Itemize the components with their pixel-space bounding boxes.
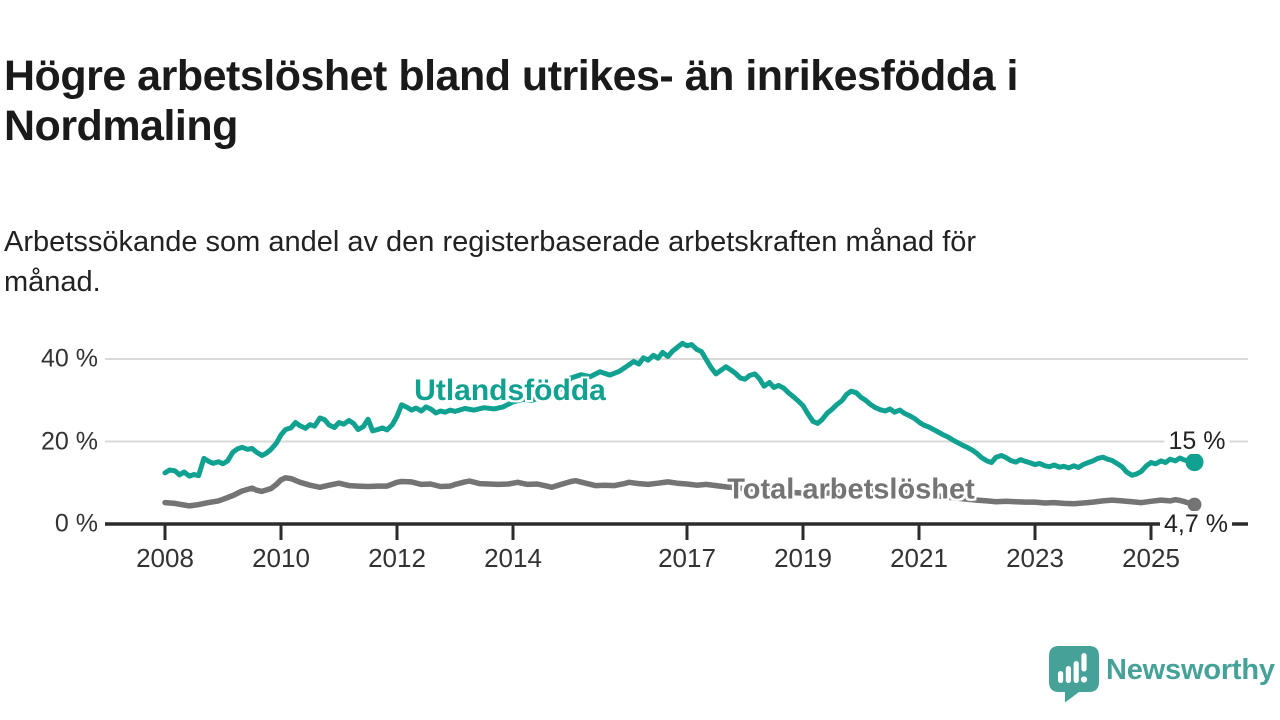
y-tick-label: 20 %	[41, 427, 98, 455]
x-axis-ticks	[163, 524, 1153, 540]
page-title: Högre arbetslöshet bland utrikes- än inr…	[4, 51, 1018, 150]
series-label-total-arbetsloshet: Total arbetslöshet	[727, 473, 975, 506]
newsworthy-logo-icon	[1049, 646, 1099, 703]
series-end-dot-utlandsfodda	[1185, 453, 1204, 472]
chart-subtitle: Arbetssökande som andel av den registerb…	[4, 226, 977, 298]
end-value-label-utlandsfodda: 15 %	[1164, 428, 1230, 454]
x-tick-label: 2008	[136, 543, 194, 573]
series-line-utlandsfodda	[162, 340, 1197, 479]
y-tick-label: 0 %	[54, 509, 98, 538]
y-tick-label: 40 %	[41, 344, 98, 373]
x-tick-label: 2014	[484, 543, 542, 573]
x-tick-label: 2012	[368, 543, 426, 573]
series-end-dot-total	[1187, 497, 1202, 512]
x-tick-label: 2019	[774, 543, 832, 573]
newsworthy-logo: Newsworthy	[1048, 645, 1278, 705]
series-line-total	[162, 475, 1198, 509]
x-tick-label: 2023	[1006, 543, 1064, 573]
x-tick-label: 2010	[252, 543, 310, 573]
newsworthy-logo-text: Newsworthy	[1106, 654, 1275, 686]
x-tick-label: 2025	[1122, 543, 1180, 573]
series-label-utlandsfodda: Utlandsfödda	[414, 374, 606, 407]
end-value-label-total: 4,7 %	[1160, 511, 1232, 537]
x-tick-label: 2017	[658, 543, 716, 573]
gridlines	[105, 358, 1248, 443]
x-tick-label: 2021	[890, 543, 948, 573]
